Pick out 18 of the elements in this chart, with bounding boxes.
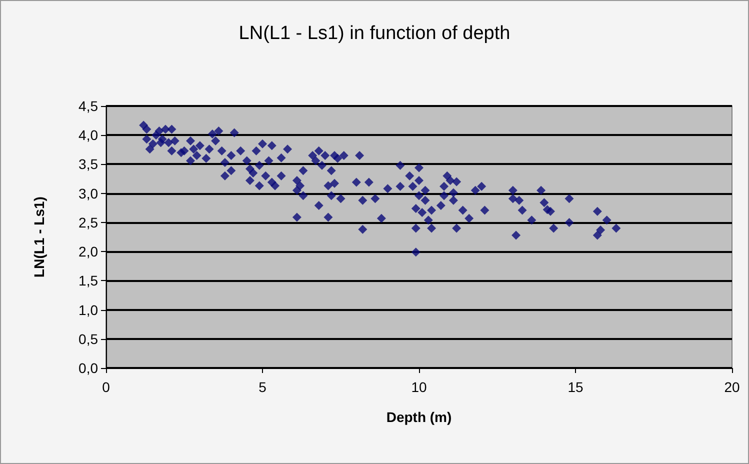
- y-tick-label: 0,0: [78, 360, 98, 376]
- y-tick-label: 0,5: [78, 330, 98, 347]
- x-tick-label: 15: [568, 379, 584, 395]
- x-tick-label: 5: [258, 379, 267, 395]
- chart-title: LN(L1 - Ls1) in function of depth: [238, 23, 510, 44]
- y-tick-label: 3,5: [78, 156, 98, 172]
- y-tick-label: 1,0: [78, 302, 98, 318]
- y-tick-label: 2,5: [78, 214, 98, 230]
- y-axis-title: LN(L1 - Ls1): [31, 196, 47, 278]
- x-tick-label: 0: [102, 379, 110, 395]
- y-tick-label: 4,5: [78, 98, 98, 114]
- x-tick-label: 10: [411, 379, 427, 395]
- x-axis-title: Depth (m): [386, 409, 452, 425]
- y-tick-label: 2,0: [78, 244, 98, 260]
- y-tick-label: 1,5: [78, 272, 98, 289]
- y-tick-label: 4,0: [78, 127, 98, 144]
- y-tick-label: 3,0: [78, 185, 98, 202]
- x-tick-label: 20: [724, 379, 740, 395]
